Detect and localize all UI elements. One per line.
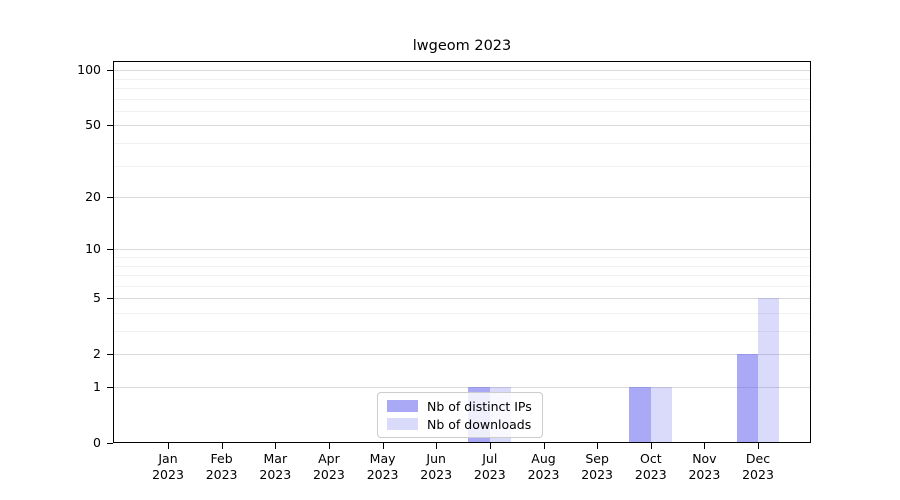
y-tick-mark: [107, 197, 113, 199]
grid-line-major: [113, 197, 811, 199]
y-tick-label: 0: [93, 435, 101, 450]
grid-line-minor: [113, 275, 811, 276]
grid-line-minor: [113, 98, 811, 100]
x-tick-mark: [650, 443, 652, 449]
x-tick-label: Sep 2023: [581, 451, 613, 482]
y-tick-label: 50: [85, 117, 101, 133]
bar-distinct-ips: [736, 354, 759, 443]
legend-item: Nb of downloads: [387, 416, 533, 433]
x-tick-mark: [704, 443, 706, 449]
x-tick-label: Aug 2023: [527, 451, 560, 482]
grid-line-minor: [113, 331, 811, 332]
legend-label: Nb of downloads: [427, 416, 532, 432]
x-tick-mark: [221, 443, 223, 449]
x-tick-label: Dec 2023: [742, 451, 774, 482]
grid-line-major: [113, 125, 811, 127]
grid-line-major: [113, 298, 811, 300]
x-tick-mark: [436, 443, 438, 449]
y-tick-label: 1: [93, 379, 101, 394]
x-tick-label: Apr 2023: [312, 451, 345, 482]
x-tick-label: Nov 2023: [688, 451, 721, 482]
x-tick-mark: [275, 443, 277, 449]
y-tick-label: 2: [93, 346, 101, 362]
x-tick-label: Feb 2023: [205, 451, 238, 482]
bar-distinct-ips: [629, 387, 651, 443]
y-tick-mark: [107, 298, 113, 300]
grid-line-minor: [113, 285, 811, 287]
y-tick-mark: [107, 249, 113, 251]
grid-line-minor: [113, 257, 811, 258]
bar-downloads: [650, 387, 673, 443]
grid-line-minor: [113, 78, 811, 80]
y-tick-mark: [107, 125, 113, 127]
x-tick-label: May 2023: [366, 451, 399, 482]
grid-line-major: [113, 387, 811, 388]
x-tick-label: Jul 2023: [473, 451, 506, 482]
x-tick-mark: [758, 443, 759, 449]
grid-line-major: [113, 354, 811, 356]
y-tick-mark: [107, 387, 113, 388]
x-tick-label: Jan 2023: [152, 451, 184, 482]
y-tick-label: 100: [77, 62, 101, 78]
legend-swatch: [387, 400, 418, 412]
x-tick-mark: [597, 443, 599, 449]
y-tick-mark: [107, 443, 113, 444]
grid-line-major: [113, 249, 811, 251]
x-tick-mark: [328, 443, 330, 449]
legend-swatch: [387, 418, 418, 430]
grid-line-minor: [113, 88, 811, 89]
legend-item: Nb of distinct IPs: [387, 398, 533, 415]
legend: Nb of distinct IPs Nb of downloads: [377, 392, 543, 438]
y-tick-mark: [107, 354, 113, 356]
x-tick-mark: [543, 443, 545, 449]
y-tick-label: 10: [85, 241, 101, 257]
plot-frame: [113, 61, 811, 443]
grid-line-minor: [113, 165, 811, 167]
grid-line-minor: [113, 110, 811, 112]
y-tick-mark: [107, 70, 113, 72]
grid-line-minor: [113, 313, 811, 314]
grid-line-minor: [113, 265, 811, 267]
x-tick-mark: [382, 443, 384, 449]
y-tick-label: 20: [85, 189, 101, 205]
plot-area: Nb of distinct IPs Nb of downloads: [113, 61, 811, 443]
x-tick-label: Oct 2023: [634, 451, 667, 482]
x-tick-label: Mar 2023: [259, 451, 292, 482]
x-tick-mark: [168, 443, 169, 449]
grid-line-minor: [113, 143, 811, 144]
bar-downloads: [758, 298, 780, 443]
x-tick-mark: [489, 443, 491, 449]
grid-line-major: [113, 70, 811, 72]
chart-title: lwgeom 2023: [412, 38, 512, 54]
legend-label: Nb of distinct IPs: [427, 398, 532, 414]
y-tick-label: 5: [93, 290, 101, 306]
x-tick-label: Jun 2023: [420, 451, 453, 482]
